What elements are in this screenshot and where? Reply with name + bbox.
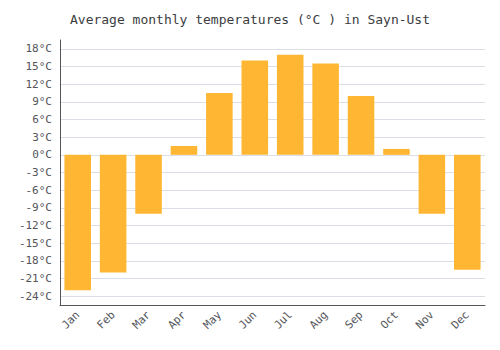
svg-text:Sep: Sep [342,308,365,331]
svg-text:Dec: Dec [449,308,472,331]
svg-text:Jun: Jun [236,308,259,331]
svg-text:Mar: Mar [130,308,153,331]
svg-text:15°C: 15°C [26,60,53,73]
svg-text:0°C: 0°C [32,148,52,161]
svg-text:-21°C: -21°C [19,272,52,285]
svg-text:Feb: Feb [94,308,117,331]
svg-text:-3°C: -3°C [26,166,53,179]
svg-text:6°C: 6°C [32,113,52,126]
svg-text:Jan: Jan [59,308,82,331]
svg-text:-6°C: -6°C [26,184,53,197]
svg-text:Nov: Nov [413,308,436,331]
svg-text:-18°C: -18°C [19,254,52,267]
svg-text:-12°C: -12°C [19,219,52,232]
svg-text:-15°C: -15°C [19,237,52,250]
svg-text:12°C: 12°C [26,78,53,91]
svg-text:-9°C: -9°C [26,201,53,214]
svg-text:May: May [201,308,224,331]
svg-text:Oct: Oct [378,308,401,331]
svg-text:-24°C: -24°C [19,290,52,303]
svg-text:9°C: 9°C [32,95,52,108]
svg-text:3°C: 3°C [32,131,52,144]
svg-text:18°C: 18°C [26,42,53,55]
svg-text:Average monthly temperatures (: Average monthly temperatures (°C ) in Sa… [70,12,430,27]
svg-text:Jul: Jul [272,308,295,331]
svg-text:Apr: Apr [165,308,188,331]
svg-text:Aug: Aug [307,308,330,331]
